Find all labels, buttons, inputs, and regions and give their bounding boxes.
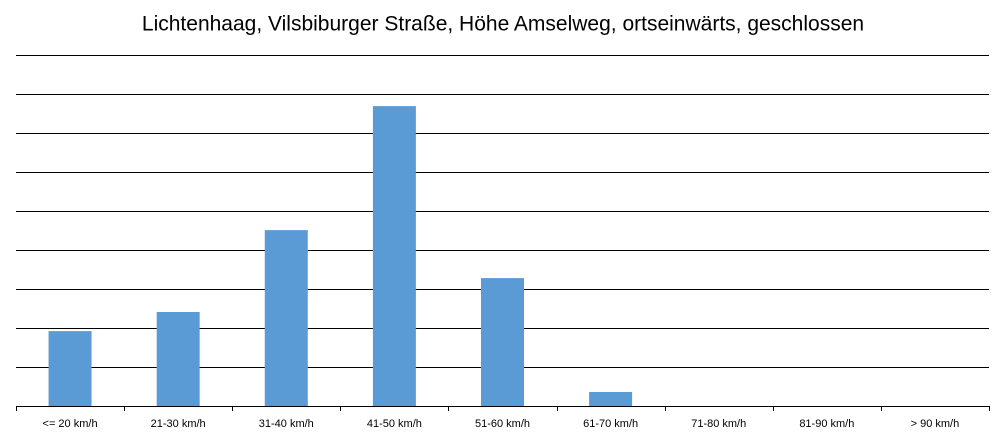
x-tick-label: 71-80 km/h [691,418,746,430]
x-tick-label: > 90 km/h [911,418,960,430]
x-tick-label: 31-40 km/h [259,418,314,430]
bar [156,312,200,406]
x-tick-label: 21-30 km/h [151,418,206,430]
x-tick-label: 41-50 km/h [367,418,422,430]
bar [481,278,524,406]
x-tick-label: 51-60 km/h [475,418,530,430]
chart-title: Lichtenhaag, Vilsbiburger Straße, Höhe A… [142,13,864,36]
bar [264,230,308,406]
bar [48,331,92,406]
x-tick-label: 61-70 km/h [583,418,638,430]
bar [589,391,633,406]
x-tick-label: 81-90 km/h [799,418,854,430]
bar [372,106,416,406]
x-tick-label: <= 20 km/h [43,418,98,430]
